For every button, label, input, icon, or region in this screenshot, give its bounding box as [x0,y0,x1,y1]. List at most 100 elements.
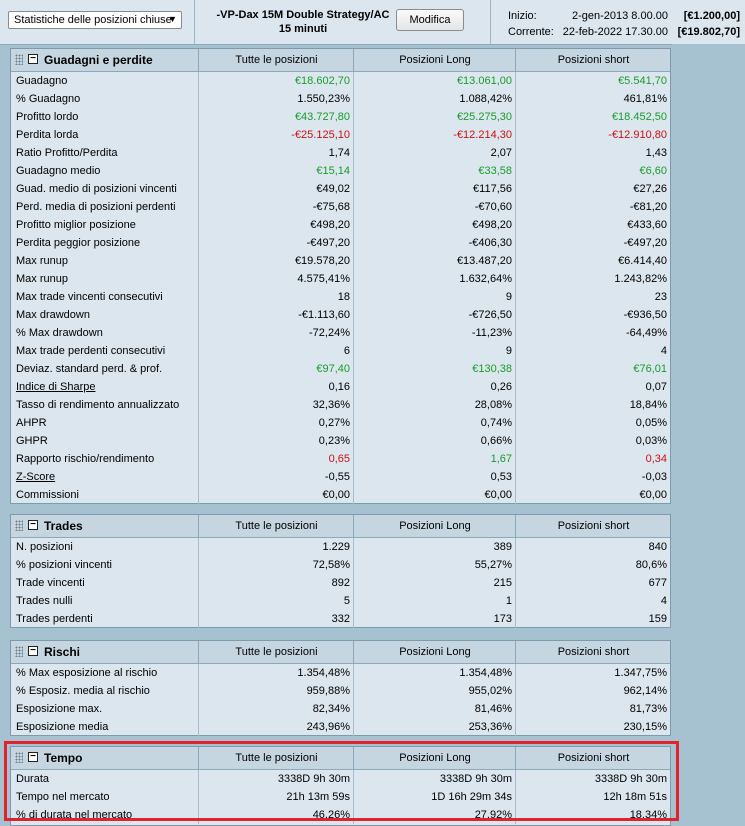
chevron-down-icon: ▼ [168,14,177,24]
table-row: Perdita lorda -€25.125,10 -€12.214,30 -€12.… [11,126,670,144]
cell-long: 1 [353,592,515,610]
cell-all: 32,36% [198,396,353,414]
row-label[interactable]: Z-Score [16,471,56,483]
cell-long: 0,26 [353,378,515,396]
strategy-name: -VP-Dax 15M Double Strategy/AC [216,9,390,21]
cell-long: 28,08% [353,396,515,414]
right-background [672,44,745,826]
cell-long: 81,46% [353,700,515,718]
row-label: % Max esposizione al rischio [16,667,158,679]
cell-all: 6 [198,342,353,360]
table-row: Guadagno medio €15,14 €33,58 €6,60 [11,162,670,180]
table-row: % di durata nel mercato 46,26% 27,92% 18,34… [11,806,670,824]
cell-long: €498,20 [353,216,515,234]
cell-all: 0,65 [198,450,353,468]
row-label: Commissioni [16,489,79,501]
cell-long: 1.088,42% [353,90,515,108]
cell-short: -€497,20 [515,234,670,252]
cell-short: 1.243,82% [515,270,670,288]
collapse-icon[interactable]: − [28,54,38,64]
collapse-icon[interactable]: − [28,520,38,530]
cell-all: -72,24% [198,324,353,342]
table-row: Deviaz. standard perd. & prof. €97,40 €130… [11,360,670,378]
table-row: % Max esposizione al rischio 1.354,48% 1.3… [11,664,670,682]
cell-all: €43.727,80 [198,108,353,126]
cell-short: -€81,20 [515,198,670,216]
section-header: − Guadagni e perdite Tutte le posizioni Pos… [11,49,670,72]
cell-long: 1,67 [353,450,515,468]
cell-short: 80,6% [515,556,670,574]
drag-handle-icon[interactable] [15,520,23,531]
cell-all: 1,74 [198,144,353,162]
cell-short: 1.347,75% [515,664,670,682]
cell-all: 959,88% [198,682,353,700]
cell-short: 23 [515,288,670,306]
table-row: % Esposiz. media al rischio 959,88% 955,02… [11,682,670,700]
strategy-info: -VP-Dax 15M Double Strategy/AC 15 minuti [208,8,398,36]
cell-short: 840 [515,538,670,556]
cell-short: 1,43 [515,144,670,162]
cell-all: 21h 13m 59s [198,788,353,806]
table-row: N. posizioni 1.229 389 840 [11,538,670,556]
row-label: Max trade vincenti consecutivi [16,291,163,303]
date-range-info: Inizio: 2-gen-2013 8.00.00 [€1.200,00] C… [508,8,740,40]
section-trades: − Trades Tutte le posizioni Posizioni Long P… [10,514,671,628]
section-title: Trades [44,519,83,533]
cell-all: €15,14 [198,162,353,180]
cell-long: 2,07 [353,144,515,162]
drag-handle-icon[interactable] [15,646,23,657]
row-label: % di durata nel mercato [16,809,133,821]
column-header-long: Posizioni Long [353,49,516,71]
drag-handle-icon[interactable] [15,752,23,763]
row-label: Guadagno medio [16,165,101,177]
report-type-select[interactable]: Statistiche delle posizioni chiuse ▼ [8,11,182,29]
header-divider [194,0,195,44]
cell-short: 0,07 [515,378,670,396]
column-header-long: Posizioni Long [353,641,516,663]
cell-short: 3338D 9h 30m [515,770,670,788]
table-row: Indice di Sharpe 0,16 0,26 0,07 [11,378,670,396]
table-row: % Guadagno 1.550,23% 1.088,42% 461,81% [11,90,670,108]
column-header-short: Posizioni short [515,641,671,663]
cell-all: 18 [198,288,353,306]
cell-all: 1.550,23% [198,90,353,108]
collapse-icon[interactable]: − [28,646,38,656]
cell-long: €13.487,20 [353,252,515,270]
table-row: % posizioni vincenti 72,58% 55,27% 80,6% [11,556,670,574]
cell-all: 332 [198,610,353,628]
cell-short: -0,03 [515,468,670,486]
cell-all: -€1.113,60 [198,306,353,324]
cell-all: 1.354,48% [198,664,353,682]
cell-all: -€497,20 [198,234,353,252]
current-label: Corrente: [508,26,554,38]
table-row: Profitto miglior posizione €498,20 €498,20… [11,216,670,234]
cell-long: -11,23% [353,324,515,342]
row-label: N. posizioni [16,541,73,553]
collapse-icon[interactable]: − [28,752,38,762]
row-label: Tempo nel mercato [16,791,110,803]
cell-short: 677 [515,574,670,592]
cell-short: €433,60 [515,216,670,234]
cell-all: 0,16 [198,378,353,396]
cell-short: 18,84% [515,396,670,414]
row-label[interactable]: Indice di Sharpe [16,381,96,393]
cell-long: -€726,50 [353,306,515,324]
column-header-short: Posizioni short [515,515,671,537]
row-label: Max drawdown [16,309,90,321]
edit-button[interactable]: Modifica [396,9,464,31]
cell-short: 0,34 [515,450,670,468]
cell-short: €76,01 [515,360,670,378]
cell-short: -€12.910,80 [515,126,670,144]
cell-all: -0,55 [198,468,353,486]
cell-long: 55,27% [353,556,515,574]
drag-handle-icon[interactable] [15,54,23,65]
table-row: Commissioni €0,00 €0,00 €0,00 [11,486,670,504]
table-row: Trade vincenti 892 215 677 [11,574,670,592]
section-title: Rischi [44,645,81,659]
table-row: Guadagno €18.602,70 €13.061,00 €5.541,70 [11,72,670,90]
cell-long: 955,02% [353,682,515,700]
row-label: Trade vincenti [16,577,85,589]
cell-all: 0,27% [198,414,353,432]
row-label: Durata [16,773,50,785]
table-row: % Max drawdown -72,24% -11,23% -64,49% [11,324,670,342]
